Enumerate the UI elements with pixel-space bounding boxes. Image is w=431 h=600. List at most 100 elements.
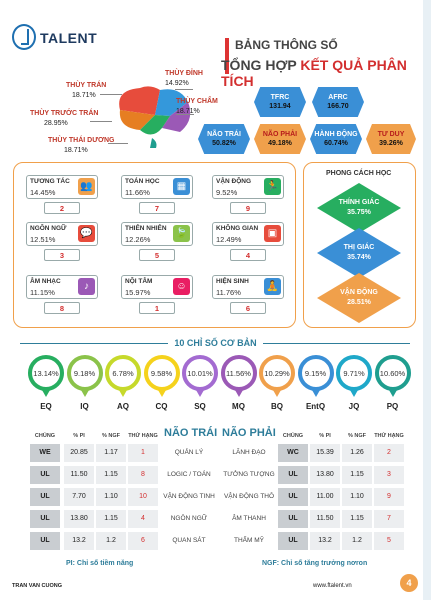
intelligence-card: VẬN ĐỘNG 9.52% 🏃 9 [212,175,284,215]
function-right: THẨM MỸ [220,532,278,550]
index-code: BQ [271,402,283,411]
table-cell: 1.15 [342,466,372,484]
intelligence-name: TƯƠNG TÁC [30,178,70,185]
intelligence-card: TƯƠNG TÁC 14.45% 👥 2 [26,175,98,215]
intelligence-rank: 1 [139,302,175,314]
intelligence-name: NGÔN NGỮ [30,225,67,232]
intelligence-value: 14.45% [30,188,56,197]
table-cell: 10 [128,488,158,506]
index-code: CQ [155,402,168,411]
intelligence-value: 12.26% [125,235,151,244]
head-icon: ☺ [173,278,190,295]
lobe-value: 18.71% [72,92,96,99]
table-cell: UL [278,466,308,484]
intelligence-value: 12.51% [30,235,56,244]
index-pin: 11.56% [220,355,257,397]
intelligence-card: THIÊN NHIÊN 12.26% 🍃 5 [121,222,193,262]
function-right: VẬN ĐỘNG THÔ [220,488,278,506]
intelligence-name: TOÁN HỌC [125,178,160,185]
intelligence-card: KHÔNG GIAN 12.49% ▣ 4 [212,222,284,262]
intelligence-card: NGÔN NGỮ 12.51% 💬 3 [26,222,98,262]
table-cell: UL [30,488,60,506]
meditation-icon: 🧘 [264,278,281,295]
intelligence-rank: 3 [44,249,80,261]
table-cell: 1.15 [342,510,372,528]
brain-icon [119,86,191,148]
index-pin: 9.71% [336,355,372,397]
table-header: THỨ HẠNG [374,433,404,439]
index-code: EQ [40,402,52,411]
table-header: % PI [73,433,85,439]
table-cell: 1 [128,444,158,462]
function-left: LOGIC / TOÁN [160,466,218,484]
people-icon: 👥 [78,178,95,195]
table-header: % NGF [347,433,367,439]
index-code: PQ [386,402,399,411]
table-cell: WC [278,444,308,462]
page-number: 4 [400,574,418,592]
hex-afrc: AFRC 166.70 [312,87,364,117]
function-right: LÃNH ĐẠO [220,444,278,462]
hex-left-brain: NÃO TRÁI 50.82% [198,124,250,154]
leaf-icon: 🍃 [173,225,190,242]
table-cell: 7 [374,510,404,528]
left-brain-heading: NÃO TRÁI [164,427,218,439]
intelligence-name: NỘI TÂM [125,278,153,285]
intelligence-rank: 8 [44,302,80,314]
index-pin: 10.01% [182,355,218,397]
table-cell: 1.15 [96,510,126,528]
index-pin: 13.14% [28,355,64,397]
intelligence-card: HIỆN SINH 11.76% 🧘 6 [212,275,284,315]
lobe-label: THÙY TRƯỚC TRÁN [30,110,99,117]
function-left: VẬN ĐỘNG TINH [160,488,218,506]
lobe-value: 28.95% [44,120,68,127]
indexes-title: 10 CHỈ SỐ CƠ BẢN [0,338,431,348]
table-cell: 1.17 [96,444,126,462]
leader-line [90,121,112,122]
table-header: THỨ HẠNG [128,433,158,439]
table-cell: UL [278,532,308,550]
hex-thinking: TƯ DUY 39.26% [366,124,416,154]
footer-author: TRAN VAN CUONG [12,583,63,589]
title-accent-bar [225,38,229,74]
page-title-line1: BẢNG THÔNG SỐ [235,38,338,52]
intelligence-rank: 7 [139,202,175,214]
table-cell: 15.39 [310,444,340,462]
table-cell: 13.2 [310,532,340,550]
table-row: UL 13.2 1.2 6 QUAN SÁT THẨM MỸ UL 13.2 1.2 5 [30,532,404,550]
index-code: EntQ [305,402,326,411]
table-row: UL 7.70 1.10 10 VẬN ĐỘNG TINH VẬN ĐỘNG THÔ UL 1… [30,488,404,506]
learning-style-title: PHONG CÁCH HỌC [326,170,392,177]
table-cell: 1.2 [342,532,372,550]
index-code: JQ [348,402,360,411]
pi-note: PI: Chỉ số tiềm năng [66,560,134,567]
index-pin: 9.15% [297,355,334,397]
right-brain-heading: NÃO PHẢI [222,427,276,439]
leader-line [176,114,194,115]
table-cell: 13.2 [64,532,94,550]
table-cell: 1.15 [96,466,126,484]
table-cell: 20.85 [64,444,94,462]
intelligence-name: ÂM NHẠC [30,278,61,285]
intelligence-rank: 9 [230,202,266,214]
intelligence-name: VẬN ĐỘNG [216,178,252,185]
blocks-icon: ▣ [264,225,281,242]
index-code: MQ [232,402,245,411]
table-cell: 1.10 [342,488,372,506]
intelligence-value: 15.97% [125,288,151,297]
speech-icon: 💬 [78,225,95,242]
table-cell: UL [278,510,308,528]
index-code: IQ [80,402,89,411]
side-strip [423,0,431,600]
table-header: CHỦNG [282,433,304,439]
function-right: ÂM THANH [220,510,278,528]
intelligence-value: 11.66% [125,188,150,197]
hex-action: HÀNH ĐỘNG 60.74% [310,124,362,154]
intelligence-name: HIỆN SINH [216,278,249,285]
table-cell: 11.50 [64,466,94,484]
lobe-label: THÙY CHẨM [176,98,218,105]
index-pin: 6.78% [105,355,141,397]
intelligence-card: NỘI TÂM 15.97% ☺ 1 [121,275,193,315]
table-cell: 9 [374,488,404,506]
table-header: % PI [319,433,331,439]
